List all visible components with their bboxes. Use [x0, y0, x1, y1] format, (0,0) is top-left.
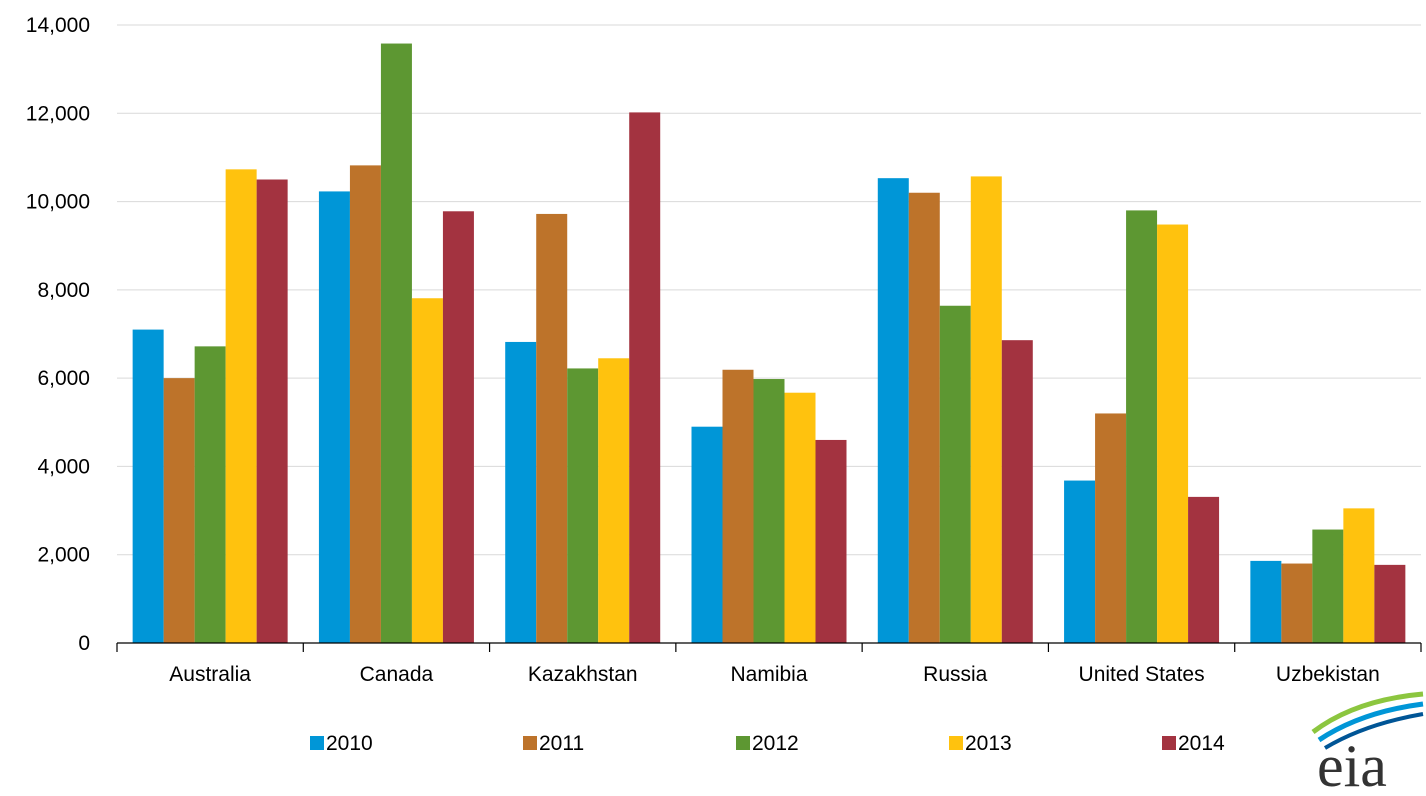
bar: [163, 378, 195, 643]
bar: [1001, 340, 1033, 643]
legend-swatch: [523, 736, 537, 750]
bar: [1095, 413, 1127, 643]
y-tick-label: 10,000: [26, 191, 90, 214]
bar: [877, 178, 909, 643]
y-tick-label: 14,000: [26, 14, 90, 37]
y-tick-label: 8,000: [37, 279, 90, 302]
x-tick-label: Russia: [923, 663, 988, 686]
bar: [194, 346, 226, 643]
bar: [1281, 563, 1313, 643]
logo-text: eia: [1317, 733, 1387, 791]
bar: [784, 392, 816, 643]
legend: 2010 2011 2012 2013 2014: [310, 732, 1225, 755]
bar: [1250, 560, 1282, 643]
bar: [691, 426, 723, 643]
y-tick-label: 2,000: [37, 544, 90, 567]
bar: [411, 298, 443, 643]
x-tick-label: Australia: [169, 663, 251, 686]
bar: [598, 358, 630, 643]
bar: [225, 169, 257, 643]
bar: [1312, 529, 1344, 643]
bar: [1374, 564, 1406, 643]
bar: [349, 165, 381, 644]
legend-label: 2011: [539, 732, 584, 755]
bar: [567, 368, 599, 643]
x-tick-label: Kazakhstan: [528, 663, 638, 686]
legend-label: 2010: [326, 732, 373, 755]
bar: [1126, 210, 1158, 643]
legend-label: 2013: [965, 732, 1012, 755]
legend-label: 2012: [752, 732, 799, 755]
bar: [505, 341, 537, 643]
bar: [1188, 496, 1220, 643]
legend-swatch: [1162, 736, 1176, 750]
bar: [722, 369, 754, 643]
x-tick-label: Canada: [360, 663, 434, 686]
bar: [908, 192, 940, 643]
bar: [939, 305, 971, 643]
bar: [132, 329, 164, 643]
y-tick-label: 6,000: [37, 367, 90, 390]
x-tick-label: Uzbekistan: [1276, 663, 1380, 686]
bar: [1157, 224, 1189, 644]
bar: [256, 179, 288, 643]
bar: [1343, 508, 1375, 643]
axes: 0 2,000 4,000 6,000 8,000 10,000 12,000 14,000 A…: [26, 14, 1422, 686]
legend-label: 2014: [1178, 732, 1225, 755]
x-tick-label: United States: [1079, 663, 1205, 686]
bar: [970, 176, 1002, 643]
y-tick-label: 4,000: [37, 455, 90, 478]
y-tick-label: 0: [78, 632, 90, 655]
eia-logo-icon: eia: [1311, 691, 1424, 796]
legend-swatch: [949, 736, 963, 750]
x-tick-label: Namibia: [730, 663, 807, 686]
bar: [815, 439, 847, 643]
bar: [442, 211, 474, 644]
bar: [380, 43, 412, 644]
bar: [1064, 480, 1096, 643]
bars: [132, 43, 1406, 644]
bar: [318, 191, 350, 643]
bar: [753, 379, 785, 643]
legend-swatch: [736, 736, 750, 750]
bar: [629, 112, 661, 644]
legend-swatch: [310, 736, 324, 750]
bar: [536, 213, 568, 643]
y-tick-label: 12,000: [26, 102, 90, 125]
